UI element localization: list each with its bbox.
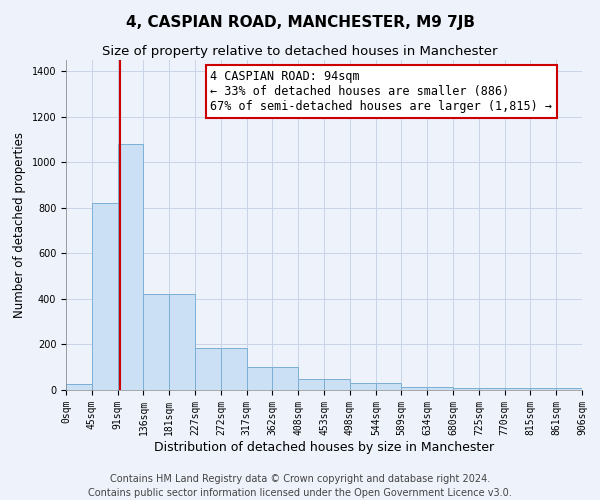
Text: Size of property relative to detached houses in Manchester: Size of property relative to detached ho… — [102, 45, 498, 58]
Bar — [453, 388, 479, 390]
Bar — [92, 204, 118, 390]
X-axis label: Distribution of detached houses by size in Manchester: Distribution of detached houses by size … — [154, 440, 494, 454]
Text: 4, CASPIAN ROAD, MANCHESTER, M9 7JB: 4, CASPIAN ROAD, MANCHESTER, M9 7JB — [125, 15, 475, 30]
Bar — [530, 388, 556, 390]
Bar — [401, 386, 427, 390]
Bar — [272, 367, 298, 390]
Bar — [324, 378, 350, 390]
Bar — [169, 294, 195, 390]
Bar — [556, 388, 582, 390]
Text: 4 CASPIAN ROAD: 94sqm
← 33% of detached houses are smaller (886)
67% of semi-det: 4 CASPIAN ROAD: 94sqm ← 33% of detached … — [211, 70, 553, 113]
Bar — [376, 383, 401, 390]
Bar — [143, 294, 169, 390]
Bar — [118, 144, 143, 390]
Bar — [350, 383, 376, 390]
Y-axis label: Number of detached properties: Number of detached properties — [13, 132, 26, 318]
Bar — [247, 367, 272, 390]
Bar — [195, 348, 221, 390]
Bar — [427, 386, 453, 390]
Bar — [66, 384, 92, 390]
Bar — [298, 378, 324, 390]
Text: Contains HM Land Registry data © Crown copyright and database right 2024.
Contai: Contains HM Land Registry data © Crown c… — [88, 474, 512, 498]
Bar — [221, 348, 247, 390]
Bar — [505, 388, 530, 390]
Bar — [479, 388, 505, 390]
